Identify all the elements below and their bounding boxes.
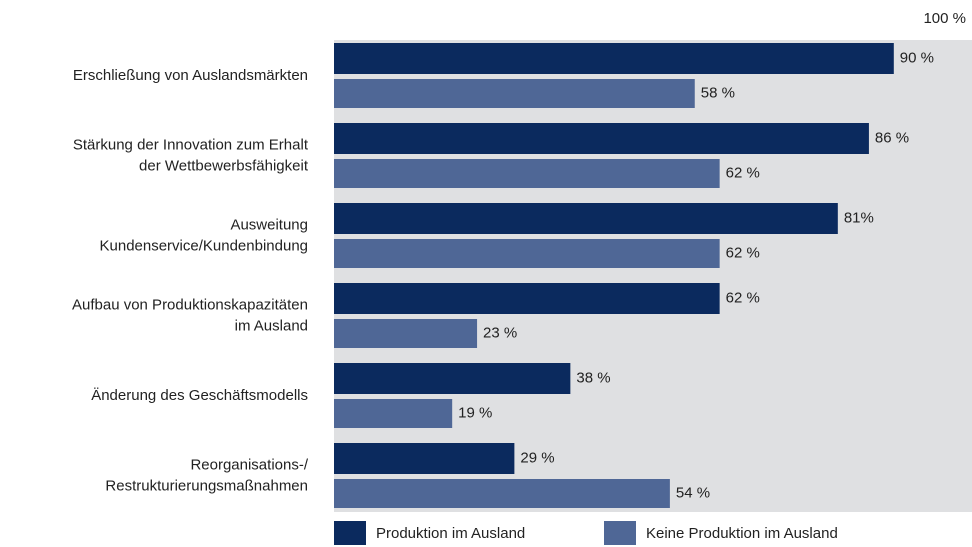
value-label: 90 %	[900, 49, 934, 66]
bar	[334, 79, 695, 108]
bar	[334, 443, 515, 474]
category-label-line: der Wettbewerbsfähigkeit	[139, 157, 309, 174]
category-label-line: Kundenservice/Kundenbindung	[100, 237, 309, 254]
bar	[334, 363, 571, 394]
value-label: 19 %	[458, 404, 492, 421]
category-label: Ausweitung Kundenservice/Kundenbindung	[100, 216, 309, 254]
bar	[334, 159, 720, 188]
category-label-line: Änderung des Geschäftsmodells	[91, 387, 308, 404]
bar	[334, 203, 838, 234]
category-label-line: Restrukturierungsmaßnahmen	[105, 477, 308, 494]
bar	[334, 319, 478, 348]
category-label: Aufbau von Produktionskapazitäten im Ausl…	[72, 296, 308, 334]
value-label: 62 %	[726, 164, 760, 181]
category-label-line: Erschließung von Auslandsmärkten	[73, 67, 308, 84]
bar	[334, 239, 720, 268]
legend-swatch	[604, 521, 636, 545]
category-label-line: Stärkung der Innovation zum Erhalt	[73, 136, 309, 153]
legend-swatch	[334, 521, 366, 545]
category-label-line: Aufbau von Produktionskapazitäten	[72, 296, 308, 313]
category-label: Erschließung von Auslandsmärkten	[73, 67, 308, 84]
category-label: Änderung des Geschäftsmodells	[91, 387, 308, 404]
value-label: 81%	[844, 209, 874, 226]
bar	[334, 399, 453, 428]
plot-background	[334, 40, 972, 512]
category-label-line: Reorganisations-/	[190, 456, 308, 473]
bar	[334, 479, 670, 508]
bar	[334, 283, 720, 314]
category-label-line: Ausweitung	[230, 216, 308, 233]
x-tick-label: 100 %	[923, 10, 966, 27]
bar	[334, 43, 894, 74]
value-label: 58 %	[701, 84, 735, 101]
value-label: 23 %	[483, 324, 517, 341]
category-label-line: im Ausland	[235, 317, 308, 334]
value-label: 38 %	[576, 369, 610, 386]
category-label: Stärkung der Innovation zum Erhalt der We…	[73, 136, 309, 174]
value-label: 62 %	[726, 289, 760, 306]
legend-label: Keine Produktion im Ausland	[646, 525, 838, 542]
bar	[334, 123, 869, 154]
value-label: 54 %	[676, 484, 710, 501]
legend-label: Produktion im Ausland	[376, 525, 525, 542]
category-label: Reorganisations-/ Restrukturierungsmaßnah…	[105, 456, 308, 494]
value-label: 86 %	[875, 129, 909, 146]
value-label: 29 %	[520, 449, 554, 466]
value-label: 62 %	[726, 244, 760, 261]
